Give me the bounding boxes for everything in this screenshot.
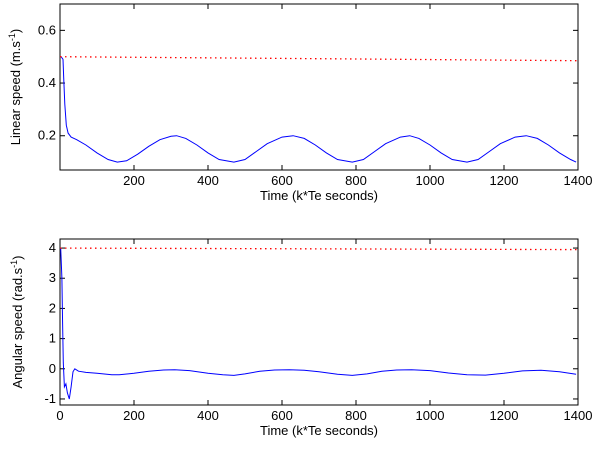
x-axis-label: Time (k*Te seconds): [260, 188, 378, 203]
y-axis-label-tail: ): [8, 29, 23, 33]
speed-line: [60, 247, 577, 400]
x-tick-label: 800: [345, 408, 367, 423]
plot-frame: [59, 3, 579, 171]
y-axis-label: Linear speed (m.s-1): [7, 29, 23, 145]
x-tick-label: 1200: [490, 408, 519, 423]
y-axis-label-sup: -1: [7, 33, 17, 41]
y-tick-label: 0: [49, 361, 56, 376]
x-ticks: 0 200 400 600 800 1000 1200 1400: [56, 239, 592, 423]
y-tick-label: 3: [49, 270, 56, 285]
linear-speed-chart: 200 400 600 800 1000 1200 1400 0.2 0.4 0.6 Time …: [7, 3, 592, 203]
y-tick-label: 0.4: [38, 75, 56, 90]
y-ticks: -1 0 1 2 3 4: [44, 240, 578, 406]
x-tick-label: 400: [197, 173, 219, 188]
reference-line: [59, 56, 579, 62]
reference-line: [59, 247, 579, 251]
y-tick-label: 2: [49, 300, 56, 315]
x-tick-label: 1200: [490, 173, 519, 188]
y-axis-label-tail: ): [10, 255, 25, 259]
x-tick-label: 0: [56, 408, 63, 423]
x-tick-label: 1000: [416, 173, 445, 188]
x-tick-label: 400: [197, 408, 219, 423]
series-group: [59, 56, 579, 163]
y-axis-label: Angular speed (rad.s-1): [9, 255, 25, 388]
speed-line: [60, 56, 577, 163]
plot-frame: [59, 238, 579, 406]
x-tick-label: 200: [123, 173, 145, 188]
y-axis-label-sup: -1: [9, 260, 19, 268]
x-tick-label: 600: [271, 173, 293, 188]
x-tick-label: 600: [271, 408, 293, 423]
y-tick-label: 1: [49, 331, 56, 346]
series-group: [59, 247, 579, 400]
x-tick-label: 1000: [416, 408, 445, 423]
x-tick-label: 1400: [564, 173, 592, 188]
y-tick-label: 0.6: [38, 22, 56, 37]
x-tick-label: 800: [345, 173, 367, 188]
y-tick-label: 4: [49, 240, 56, 255]
y-tick-label: -1: [44, 391, 56, 406]
y-tick-label: 0.2: [38, 128, 56, 143]
y-axis-label-main: Linear speed (m.s: [8, 41, 23, 146]
y-axis-label-main: Angular speed (rad.s: [10, 267, 25, 388]
x-ticks: 200 400 600 800 1000 1200 1400: [123, 4, 592, 188]
y-ticks: 0.2 0.4 0.6: [38, 22, 578, 143]
x-tick-label: 200: [123, 408, 145, 423]
x-tick-label: 1400: [564, 408, 592, 423]
x-axis-label: Time (k*Te seconds): [260, 423, 378, 438]
